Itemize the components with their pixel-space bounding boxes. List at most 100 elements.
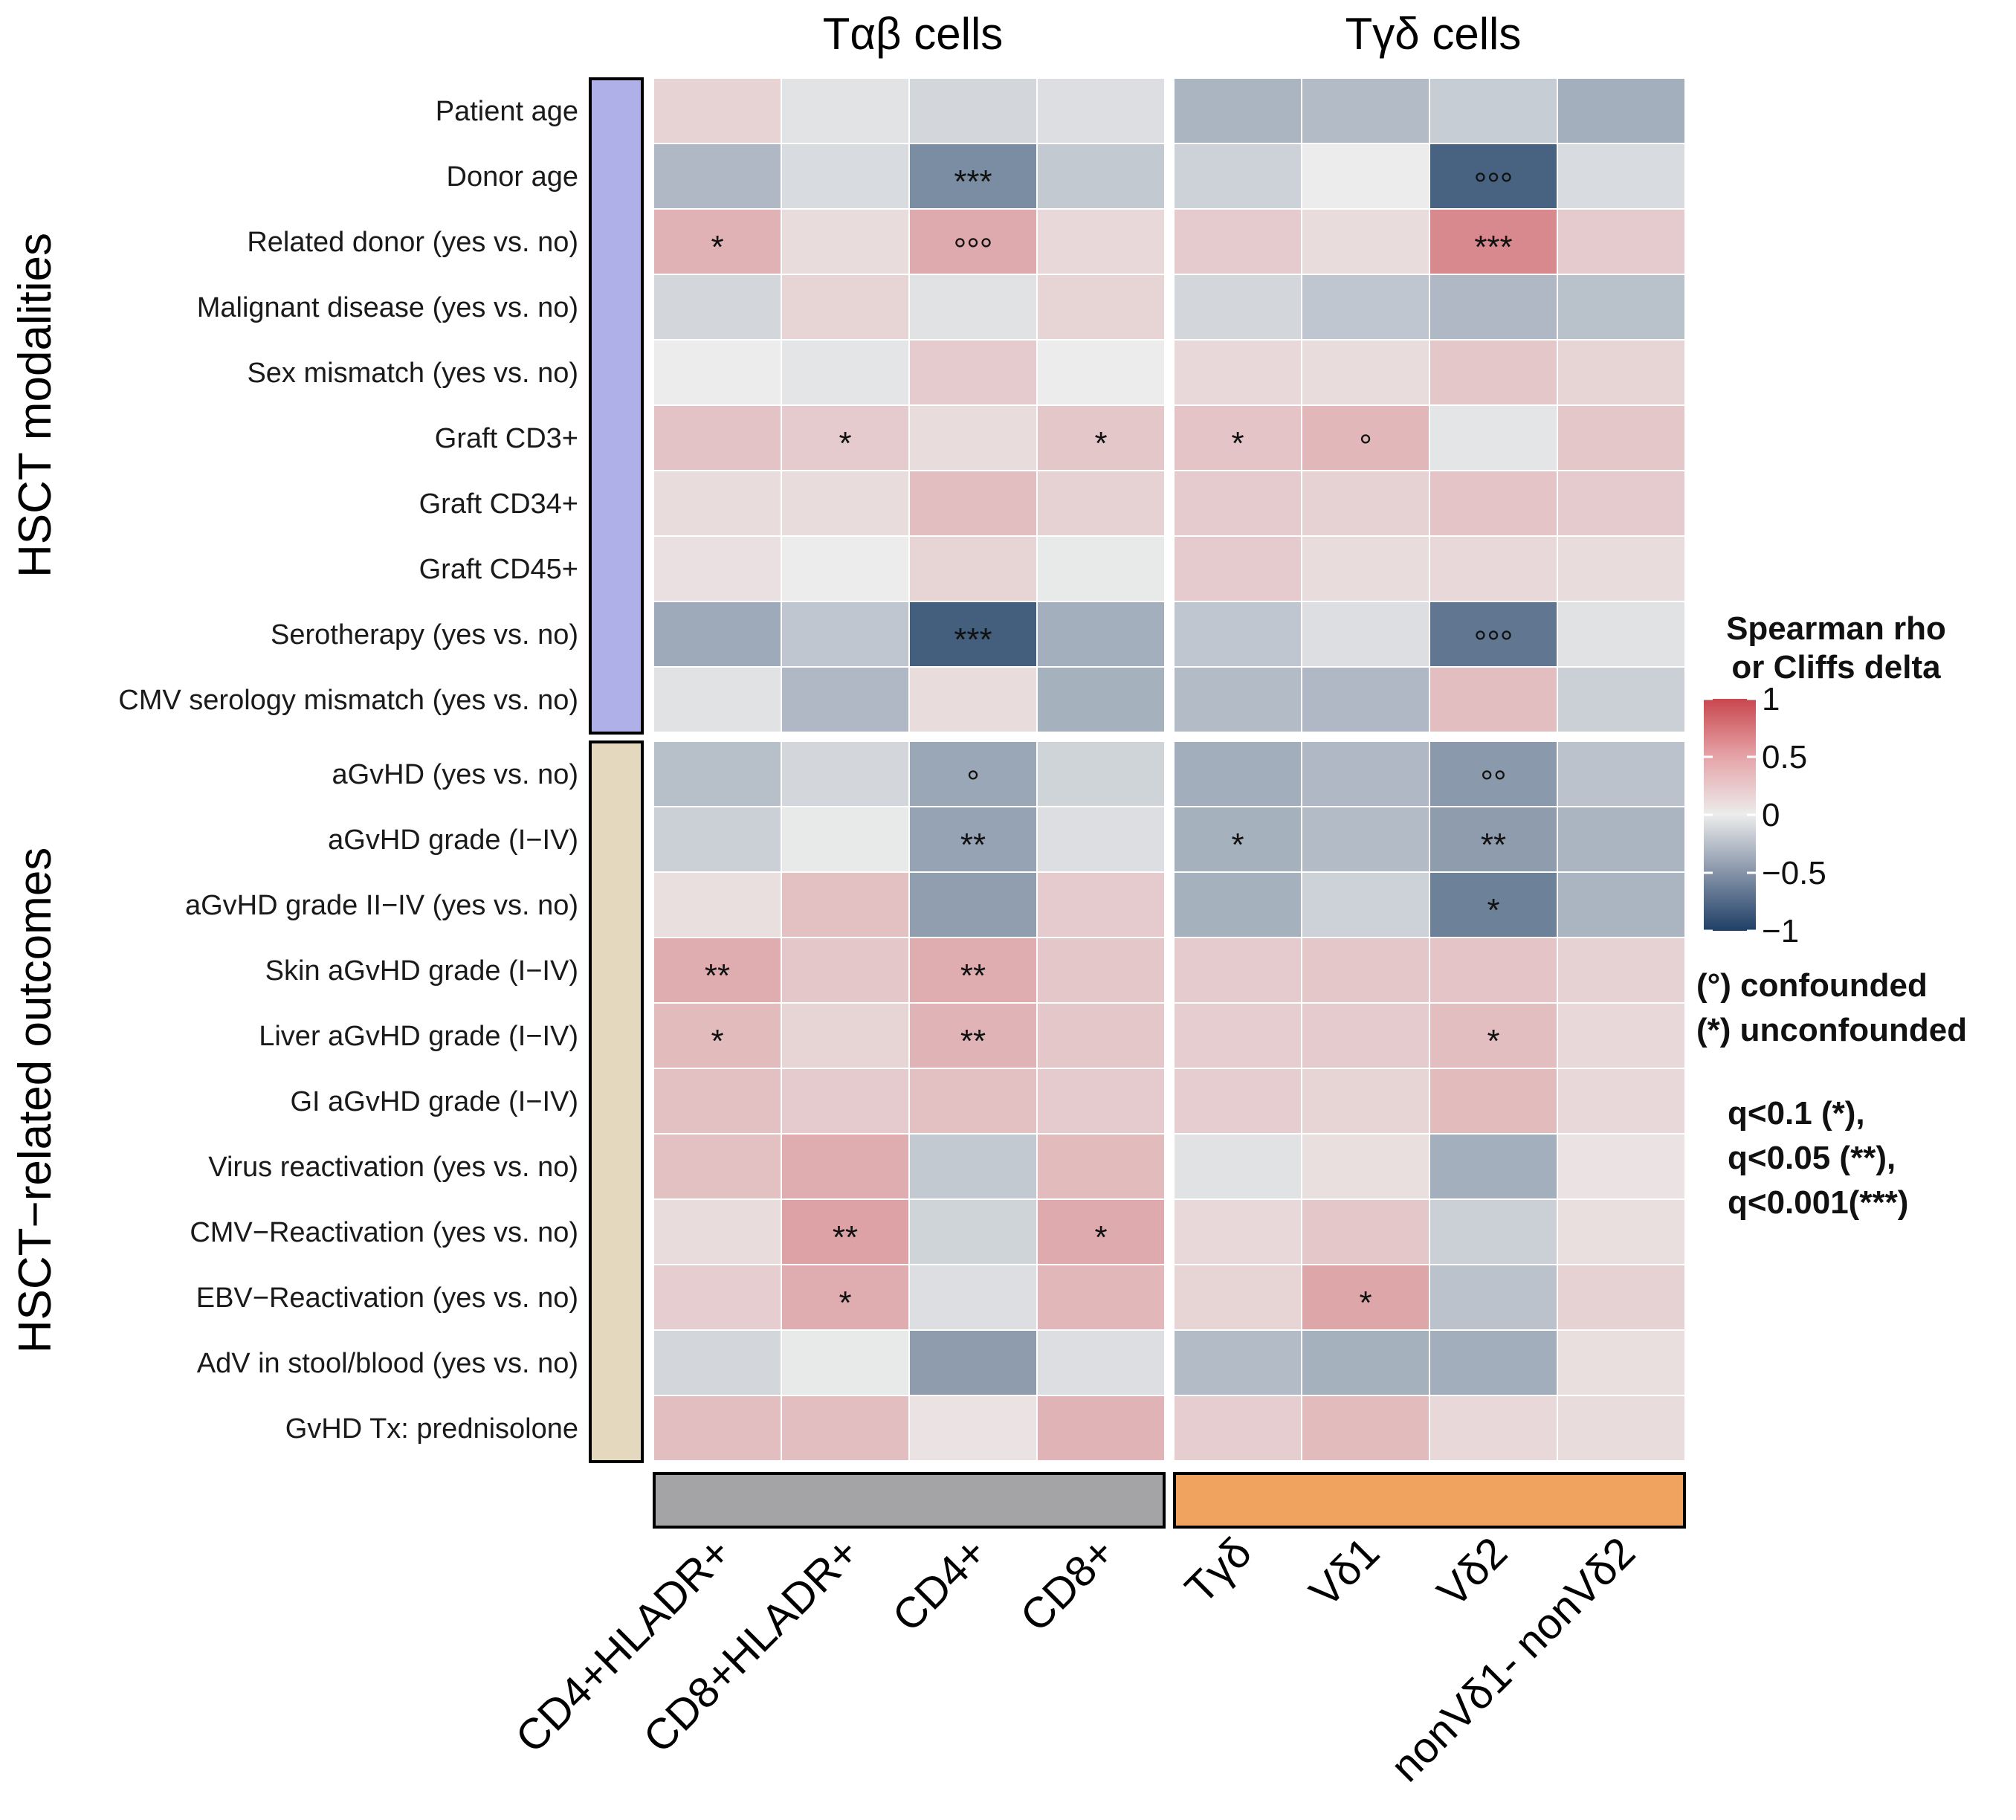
row-labels: Patient age Donor age Related donor (yes v… [118, 96, 578, 1445]
heatmap-cell [1175, 1265, 1301, 1329]
legend-q3-note: q<0.001(***) [1728, 1184, 1908, 1221]
row-label: Donor age [447, 161, 578, 193]
heatmap-cell [782, 406, 908, 470]
heatmap-cell [1175, 742, 1301, 806]
legend-tick-label: −0.5 [1762, 855, 1826, 891]
heatmap-cell [1558, 807, 1684, 871]
heatmap-cells [654, 79, 1684, 1460]
significance-mark: * [711, 1023, 723, 1059]
row-label: Malignant disease (yes vs. no) [197, 292, 578, 323]
heatmap-cell [1302, 938, 1429, 1002]
heatmap-cell [1558, 1265, 1684, 1329]
heatmap-cell [1558, 873, 1684, 937]
heatmap-cell [1038, 938, 1164, 1002]
heatmap-cell [1175, 807, 1301, 871]
heatmap-cell [1175, 1069, 1301, 1133]
heatmap-cell [782, 938, 908, 1002]
heatmap-cell [910, 938, 1036, 1002]
legend-tick-label: −1 [1762, 913, 1799, 949]
row-group-bar-modalities [589, 77, 644, 735]
heatmap-cell [1175, 144, 1301, 208]
heatmap-cell [1175, 1004, 1301, 1068]
heatmap-cell [1302, 1396, 1429, 1460]
heatmap-cell [1558, 602, 1684, 666]
heatmap-cell [1175, 275, 1301, 339]
heatmap-cell [1038, 1396, 1164, 1460]
row-label: aGvHD grade (I−IV) [328, 825, 578, 856]
heatmap-cell [654, 602, 781, 666]
column-label-t: Tγδ [1176, 1528, 1261, 1613]
heatmap-cell [1038, 471, 1164, 535]
legend-tick-label: 1 [1762, 681, 1780, 717]
heatmap-cell [1038, 807, 1164, 871]
heatmap-cell [1302, 1004, 1429, 1068]
row-label: Related donor (yes vs. no) [247, 227, 578, 258]
heatmap-cell [1302, 668, 1429, 732]
heatmap-cell [654, 1135, 781, 1198]
heatmap-cell [1558, 742, 1684, 806]
heatmap-cell [910, 537, 1036, 601]
heatmap-cell [1038, 210, 1164, 274]
heatmap-cell [654, 537, 781, 601]
heatmap-cell [1175, 668, 1301, 732]
heatmap-cell [910, 602, 1036, 666]
heatmap-cell [1430, 807, 1557, 871]
heatmap-cell [1302, 602, 1429, 666]
heatmap-cell [910, 1396, 1036, 1460]
heatmap-cell [1175, 873, 1301, 937]
column-group-bar-tab [653, 1472, 1166, 1529]
heatmap-cell [1038, 602, 1164, 666]
side-title-hsct-outcomes: HSCT−related outcomes [10, 848, 61, 1354]
heatmap-cell [1038, 341, 1164, 404]
heatmap-cell [1302, 144, 1429, 208]
heatmap-cell [1558, 144, 1684, 208]
row-label: Patient age [436, 96, 578, 127]
significance-mark: ** [960, 1023, 986, 1059]
heatmap-cell [654, 1265, 781, 1329]
heatmap-cell [1175, 210, 1301, 274]
heatmap-cell [1038, 873, 1164, 937]
heatmap-cell [1430, 406, 1557, 470]
heatmap-cell [1038, 1200, 1164, 1264]
heatmap-cell [654, 1069, 781, 1133]
group-title-tab-cells: Tαβ cells [823, 9, 1004, 59]
row-label: CMV serology mismatch (yes vs. no) [118, 685, 578, 716]
column-label-cd4-hladr: CD4+HLADR+ [506, 1528, 740, 1762]
heatmap-cell [1302, 1331, 1429, 1395]
heatmap-cell [654, 406, 781, 470]
heatmap-cell [782, 1331, 908, 1395]
heatmap-cell [1302, 275, 1429, 339]
heatmap-cell [1430, 210, 1557, 274]
heatmap-cell [910, 668, 1036, 732]
heatmap-cell [910, 406, 1036, 470]
heatmap-cell [782, 1265, 908, 1329]
legend-confounded-note: (°) confounded [1696, 967, 1928, 1004]
significance-mark: * [1487, 1023, 1499, 1059]
significance-mark: * [1231, 425, 1244, 462]
heatmap-cell [1430, 742, 1557, 806]
significance-mark: °°° [954, 232, 993, 268]
heatmap-cell [782, 602, 908, 666]
heatmap-cell [1558, 275, 1684, 339]
heatmap-cell [1302, 1069, 1429, 1133]
row-label: CMV−Reactivation (yes vs. no) [190, 1217, 578, 1248]
heatmap-cell [910, 1331, 1036, 1395]
column-label-cd4: CD4+ [883, 1528, 996, 1641]
heatmap-cell [910, 275, 1036, 339]
heatmap-cell [1430, 1069, 1557, 1133]
significance-mark: * [1487, 892, 1499, 929]
significance-mark: *** [954, 164, 992, 200]
heatmap-cell [654, 873, 781, 937]
heatmap-cell [1175, 341, 1301, 404]
row-label: Serotherapy (yes vs. no) [271, 619, 578, 651]
significance-mark: * [839, 425, 851, 462]
heatmap-cell [1558, 79, 1684, 143]
heatmap-cell [1430, 79, 1557, 143]
heatmap-cell [910, 1200, 1036, 1264]
heatmap-cell [1430, 341, 1557, 404]
heatmap-cell [1558, 668, 1684, 732]
heatmap-cell [1302, 1200, 1429, 1264]
heatmap-cell [782, 144, 908, 208]
heatmap-cell [1175, 471, 1301, 535]
significance-mark: *** [954, 622, 992, 658]
